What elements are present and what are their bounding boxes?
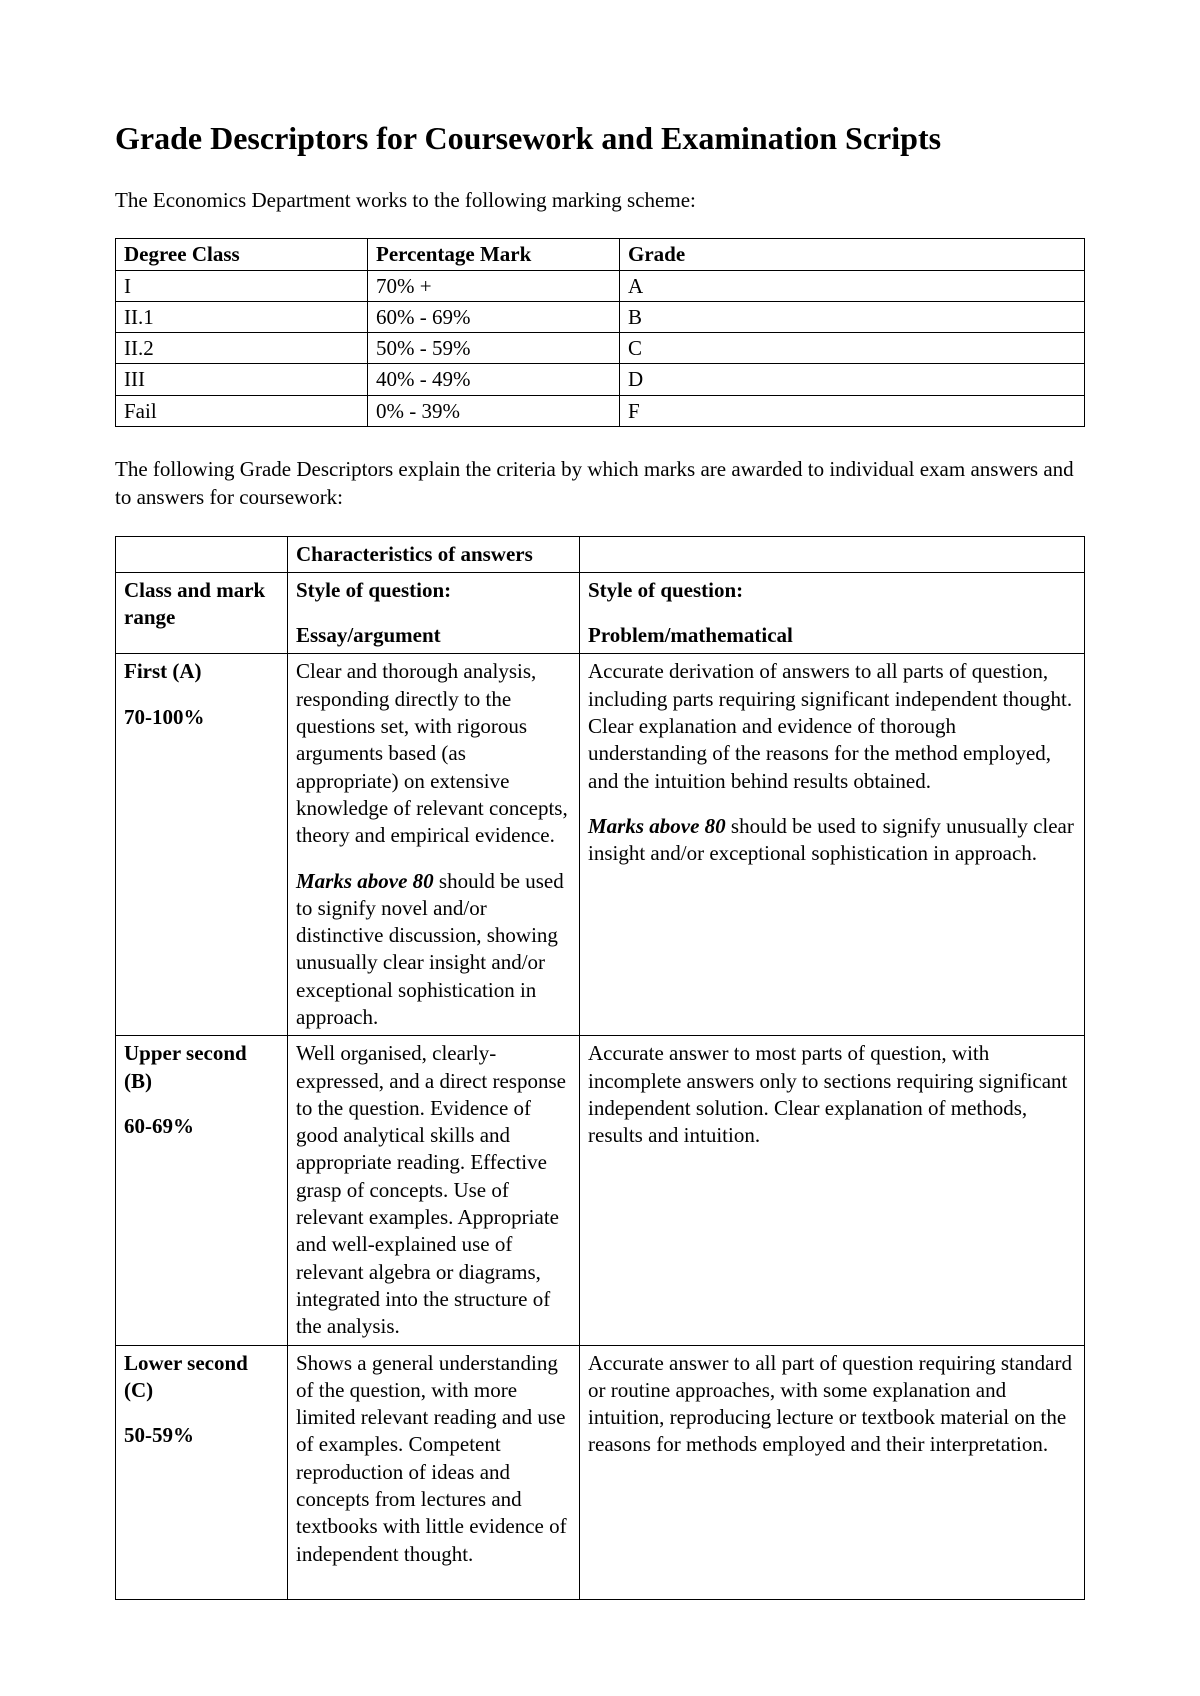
header-percentage-mark: Percentage Mark	[368, 239, 620, 270]
cell-degree: III	[116, 364, 368, 395]
cell-grade: F	[620, 395, 1085, 426]
cell-degree: I	[116, 270, 368, 301]
header-essay: Style of question: Essay/argument	[288, 572, 580, 654]
header-essay-label: Essay/argument	[296, 622, 571, 649]
header-degree-class: Degree Class	[116, 239, 368, 270]
essay-text: Clear and thorough analysis, responding …	[296, 659, 568, 847]
cell-class-upper-second: Upper second (B) 60-69%	[116, 1036, 288, 1345]
problem-text: Accurate derivation of answers to all pa…	[588, 659, 1072, 792]
essay-text: Shows a general understanding of the que…	[296, 1351, 567, 1566]
class-range: 50-59%	[124, 1423, 194, 1447]
table-row: III 40% - 49% D	[116, 364, 1085, 395]
cell-degree: Fail	[116, 395, 368, 426]
header-empty	[116, 536, 288, 572]
header-style-label: Style of question:	[296, 578, 451, 602]
cell-class-lower-second: Lower second (C) 50-59%	[116, 1345, 288, 1600]
table-header-row: Degree Class Percentage Mark Grade	[116, 239, 1085, 270]
descriptor-table: Characteristics of answers Class and mar…	[115, 536, 1085, 1601]
cell-grade: B	[620, 301, 1085, 332]
marks-above-80: Marks above 80	[296, 869, 434, 893]
page-title: Grade Descriptors for Coursework and Exa…	[115, 118, 1085, 158]
document-page: Grade Descriptors for Coursework and Exa…	[0, 0, 1200, 1696]
cell-class-first: First (A) 70-100%	[116, 654, 288, 1036]
table-row: II.1 60% - 69% B	[116, 301, 1085, 332]
descriptor-row-upper-second: Upper second (B) 60-69% Well organised, …	[116, 1036, 1085, 1345]
descriptor-header-row-1: Characteristics of answers	[116, 536, 1085, 572]
essay-text-p2: Marks above 80 should be used to signify…	[296, 868, 571, 1032]
intro-paragraph-1: The Economics Department works to the fo…	[115, 186, 1085, 214]
header-style-label: Style of question:	[588, 578, 743, 602]
problem-text-p2: Marks above 80 should be used to signify…	[588, 813, 1076, 868]
class-range: 70-100%	[124, 705, 205, 729]
cell-degree: II.1	[116, 301, 368, 332]
cell-essay-lower-second: Shows a general understanding of the que…	[288, 1345, 580, 1600]
intro-paragraph-2: The following Grade Descriptors explain …	[115, 455, 1085, 512]
class-label: First (A)	[124, 658, 279, 685]
class-label: Upper second (B)	[124, 1040, 279, 1095]
cell-essay-first: Clear and thorough analysis, responding …	[288, 654, 580, 1036]
header-problem-label: Problem/mathematical	[588, 622, 1076, 649]
cell-essay-upper-second: Well organised, clearly-expressed, and a…	[288, 1036, 580, 1345]
cell-grade: A	[620, 270, 1085, 301]
cell-percent: 40% - 49%	[368, 364, 620, 395]
cell-problem-lower-second: Accurate answer to all part of question …	[580, 1345, 1085, 1600]
header-characteristics: Characteristics of answers	[288, 536, 580, 572]
class-range: 60-69%	[124, 1114, 194, 1138]
table-row: I 70% + A	[116, 270, 1085, 301]
cell-grade: C	[620, 333, 1085, 364]
cell-percent: 0% - 39%	[368, 395, 620, 426]
cell-problem-first: Accurate derivation of answers to all pa…	[580, 654, 1085, 1036]
cell-problem-upper-second: Accurate answer to most parts of questio…	[580, 1036, 1085, 1345]
table-row: II.2 50% - 59% C	[116, 333, 1085, 364]
cell-grade: D	[620, 364, 1085, 395]
descriptor-header-row-2: Class and mark range Style of question: …	[116, 572, 1085, 654]
cell-degree: II.2	[116, 333, 368, 364]
descriptor-row-first: First (A) 70-100% Clear and thorough ana…	[116, 654, 1085, 1036]
cell-percent: 50% - 59%	[368, 333, 620, 364]
grade-scheme-table: Degree Class Percentage Mark Grade I 70%…	[115, 238, 1085, 427]
class-label: Lower second (C)	[124, 1350, 279, 1405]
header-problem: Style of question: Problem/mathematical	[580, 572, 1085, 654]
cell-percent: 70% +	[368, 270, 620, 301]
cell-percent: 60% - 69%	[368, 301, 620, 332]
header-empty	[580, 536, 1085, 572]
header-class-mark-range: Class and mark range	[116, 572, 288, 654]
descriptor-row-lower-second: Lower second (C) 50-59% Shows a general …	[116, 1345, 1085, 1600]
marks-above-80: Marks above 80	[588, 814, 726, 838]
table-row: Fail 0% - 39% F	[116, 395, 1085, 426]
header-grade: Grade	[620, 239, 1085, 270]
